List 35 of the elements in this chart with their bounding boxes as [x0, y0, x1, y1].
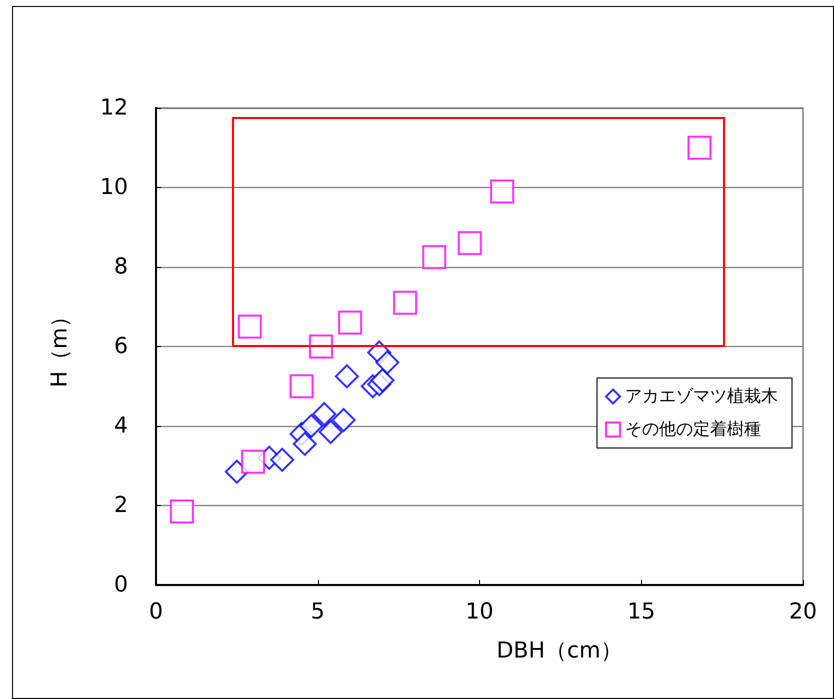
y-tick-label: 10: [100, 175, 128, 200]
point: [318, 420, 343, 444]
x-axis-title: DBH（cm）: [496, 638, 623, 664]
point: [338, 310, 362, 335]
x-tick-label: 10: [466, 600, 494, 624]
x-tick-label: 20: [789, 600, 817, 624]
y-axis-title: H（m）: [48, 306, 72, 388]
y-tick-label: 8: [114, 254, 128, 280]
point: [270, 448, 294, 472]
x-tick-label: 5: [310, 600, 325, 624]
y-tick-label: 4: [114, 414, 128, 438]
point: [458, 231, 482, 256]
point: [332, 408, 356, 432]
point: [370, 368, 394, 392]
point: [290, 374, 314, 398]
point: [334, 364, 359, 388]
point: [170, 499, 194, 524]
point: [687, 136, 712, 160]
point: [312, 402, 336, 426]
point: [238, 314, 262, 339]
legend-label: アカエゾマツ植栽木: [625, 386, 778, 406]
point: [393, 290, 418, 315]
point: [422, 245, 446, 270]
legend-label: その他の定着樹種: [625, 420, 761, 440]
y-tick-label: 12: [100, 96, 128, 120]
y-tick-label: 2: [114, 493, 128, 518]
point: [299, 414, 324, 438]
y-tick-label: 0: [114, 572, 128, 598]
y-tick-label: 6: [114, 334, 128, 359]
x-tick-label: 0: [149, 600, 163, 624]
x-tick-label: 15: [627, 600, 656, 624]
point: [490, 179, 514, 204]
point: [292, 432, 317, 456]
point: [241, 450, 266, 474]
point: [375, 350, 400, 374]
